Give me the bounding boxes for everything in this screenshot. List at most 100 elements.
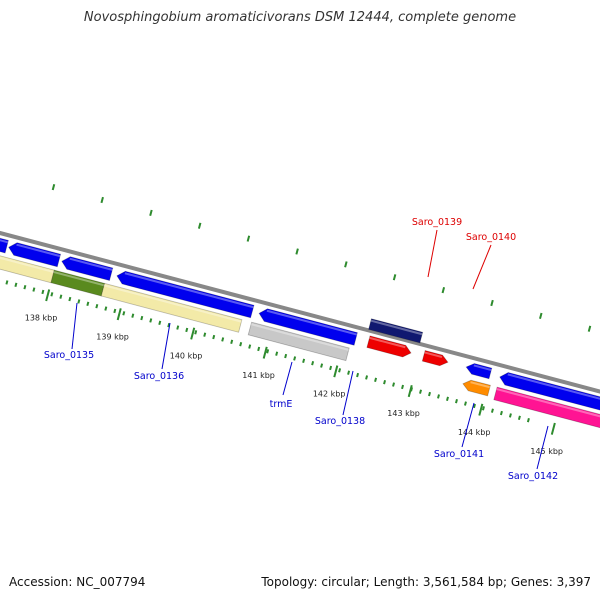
- inner-tick: [311, 360, 315, 366]
- gene-feature-highlight: [473, 364, 492, 371]
- gene-feature: [100, 282, 243, 333]
- leader-line: [472, 244, 492, 290]
- gene-feature-highlight: [0, 239, 9, 244]
- inner-tick: [68, 296, 72, 302]
- inner-tick: [490, 408, 494, 413]
- outer-tick: [587, 325, 592, 332]
- inner-tick: [419, 389, 422, 394]
- position-ticks: 138 kbp 139 kbp 140 kbp 141 kbp 142 kbp 143 k…: [5, 280, 563, 456]
- inner-tick: [356, 372, 360, 378]
- inner-tick: [329, 365, 333, 371]
- inner-tick: [140, 315, 144, 321]
- inner-tick: [446, 396, 449, 401]
- inner-tick: [284, 353, 288, 359]
- inner-tick: [95, 303, 99, 309]
- gene-feature-highlight: [124, 272, 254, 309]
- inner-tick: [203, 332, 207, 337]
- outer-tick: [100, 196, 104, 204]
- gene-feature: [61, 256, 114, 281]
- gene-feature-highlight: [496, 388, 600, 418]
- inner-tick: [194, 330, 198, 335]
- gene-label: trmE: [270, 399, 293, 410]
- inner-tick: [302, 358, 306, 363]
- gene-feature: [8, 242, 62, 268]
- gene-label: Saro_0142: [508, 471, 558, 482]
- gene-feature-highlight: [69, 257, 113, 271]
- inner-tick: [257, 346, 261, 352]
- inner-tick: [5, 280, 9, 285]
- inner-tick: [158, 320, 162, 325]
- outer-tick: [197, 222, 202, 229]
- inner-tick: [293, 356, 297, 361]
- gene-label: Saro_0138: [315, 416, 365, 427]
- tick-label: 142 kbp: [313, 390, 346, 399]
- gene-feature-highlight: [0, 256, 55, 273]
- genome-summary: Topology: circular; Length: 3,561,584 bp…: [261, 575, 591, 589]
- outer-tick: [344, 261, 348, 268]
- outer-tick: [51, 183, 56, 191]
- inner-tick: [59, 294, 63, 299]
- gene-label: Saro_0141: [434, 449, 484, 460]
- inner-tick: [266, 349, 270, 354]
- gene-label: Saro_0135: [44, 350, 94, 361]
- outer-tick: [149, 209, 153, 217]
- inner-tick: [338, 368, 342, 373]
- major-tick: [407, 384, 413, 398]
- gene-feature: [366, 335, 412, 358]
- tick-label: 140 kbp: [170, 352, 203, 361]
- inner-tick: [50, 292, 54, 297]
- tick-label: 143 kbp: [387, 409, 420, 418]
- inner-tick: [23, 284, 27, 290]
- gene-feature-highlight: [369, 336, 406, 349]
- inner-tick: [517, 415, 521, 421]
- inner-tick: [275, 351, 279, 356]
- inner-tick: [499, 410, 503, 416]
- outer-tick: [246, 235, 251, 242]
- gene-feature: [493, 386, 600, 429]
- inner-tick: [131, 313, 135, 318]
- inner-tick: [104, 306, 108, 311]
- major-tick: [116, 308, 122, 321]
- inner-tick: [14, 282, 18, 287]
- major-tick: [550, 422, 556, 435]
- inner-tick: [176, 325, 180, 330]
- leader-line: [161, 322, 171, 370]
- gene-feature: [368, 318, 424, 344]
- gene-label: Saro_0139: [412, 217, 462, 228]
- gene-feature: [465, 363, 493, 380]
- tick-label: 145 kbp: [530, 447, 563, 456]
- gene-feature-highlight: [370, 319, 423, 336]
- gene-feature-highlight: [424, 351, 443, 358]
- major-tick: [45, 289, 51, 302]
- tick-label: 139 kbp: [96, 332, 129, 341]
- gene-label: Saro_0140: [466, 232, 516, 243]
- inner-tick: [374, 377, 378, 382]
- gene-feature-highlight: [103, 284, 242, 323]
- gene-feature-highlight: [470, 381, 491, 389]
- inner-tick: [463, 401, 467, 406]
- gene-feature-highlight: [53, 271, 105, 287]
- accession-text: Accession: NC_007794: [9, 575, 146, 589]
- leader-line: [282, 361, 293, 396]
- inner-tick: [365, 375, 369, 380]
- inner-tick: [113, 308, 117, 314]
- gene-feature: [421, 350, 449, 367]
- feature-track: [0, 237, 600, 429]
- inner-tick: [77, 299, 81, 304]
- inner-tick: [455, 398, 458, 404]
- gene-feature: [462, 379, 491, 397]
- inner-tick: [392, 382, 396, 387]
- outer-tick: [295, 248, 299, 255]
- inner-tick: [481, 406, 485, 411]
- backbone: [0, 230, 600, 394]
- inner-tick: [32, 287, 36, 292]
- inner-tick: [401, 384, 405, 390]
- leader-line: [427, 229, 438, 278]
- outer-tick-track: [51, 183, 592, 332]
- inner-tick: [347, 370, 351, 375]
- map-title: Novosphingobium aromaticivorans DSM 1244…: [83, 10, 517, 25]
- inner-tick: [41, 289, 45, 295]
- gene-feature: [247, 321, 350, 362]
- tick-label: 138 kbp: [25, 313, 58, 322]
